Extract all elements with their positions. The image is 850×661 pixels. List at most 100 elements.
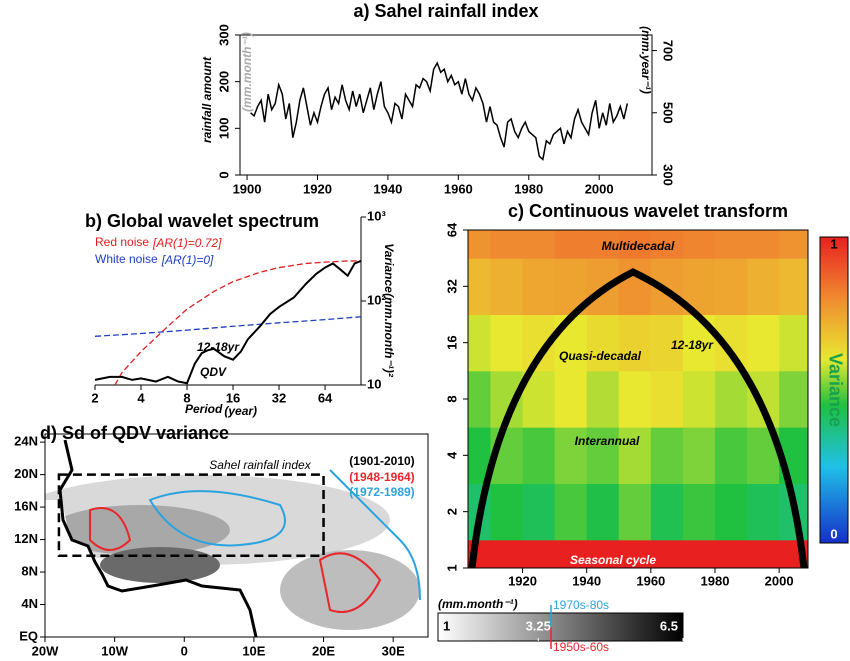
y2-tick-label: 700 — [661, 40, 676, 62]
x-axis-unit: (year) — [224, 404, 257, 418]
legend-note: [AR(1)=0.72] — [152, 236, 222, 250]
heatmap-cell — [618, 539, 652, 568]
x-tick-label: 20E — [312, 643, 335, 658]
heatmap-cell — [522, 427, 556, 484]
heatmap — [468, 230, 808, 568]
heatmap-cell — [650, 314, 684, 372]
annotation: 12-18yr — [671, 338, 714, 352]
heatmap-cell — [779, 370, 808, 428]
colorbar-tick-label: 3.25 — [526, 618, 551, 633]
heatmap-cell — [586, 483, 620, 541]
heatmap-cell — [468, 370, 491, 428]
x-tick-label: 10W — [101, 643, 128, 658]
heatmap-cell — [468, 427, 491, 484]
box-label: Sahel rainfall index — [209, 458, 311, 472]
heatmap-cell — [682, 427, 716, 484]
x-tick-label: 8 — [183, 390, 190, 405]
series-line — [250, 61, 629, 161]
heatmap-cell — [714, 370, 748, 428]
chart-title: a) Sahel rainfall index — [353, 1, 538, 21]
heatmap-cell — [522, 483, 556, 541]
heatmap-cell — [586, 370, 620, 428]
heatmap-cell — [490, 258, 524, 315]
y2-tick-label: 300 — [661, 164, 676, 186]
heatmap-cell — [714, 539, 748, 568]
heatmap-cell — [779, 230, 808, 259]
y-tick-label: 0 — [216, 171, 231, 178]
colorbar — [819, 236, 849, 544]
colorbar — [437, 612, 684, 642]
heatmap-cell — [747, 539, 780, 568]
y-axis-unit: (mm.month⁻¹)² — [382, 293, 396, 378]
series-line — [94, 316, 362, 337]
heatmap-cell — [490, 483, 524, 541]
y-tick-label: 32 — [444, 279, 459, 293]
colorbar-tick-label: 1 — [830, 236, 837, 251]
legend-label: (1972-1989) — [349, 485, 414, 499]
y-tick-label: 12N — [14, 531, 38, 546]
heatmap-cell — [747, 230, 780, 259]
heatmap-cell — [554, 370, 588, 428]
heatmap-cell — [586, 314, 620, 372]
colorbar-tick-label: 0 — [830, 526, 837, 541]
colorbar-marker-label: 1970s-80s — [553, 598, 609, 612]
x-tick-label: 1920 — [508, 573, 537, 588]
x-tick-label: 2000 — [765, 573, 794, 588]
heatmap-cell — [650, 230, 684, 259]
colorbar-tick-label: 1 — [443, 618, 450, 633]
heatmap-cell — [618, 427, 652, 484]
cone-of-influence — [468, 268, 808, 569]
heatmap-cell — [714, 258, 748, 315]
heatmap-cell — [747, 483, 780, 541]
annotation: Interannual — [575, 434, 640, 448]
map-shading — [45, 469, 421, 637]
y-tick-label: EQ — [19, 628, 38, 643]
x-tick-label: 1900 — [233, 181, 262, 196]
heatmap-cell — [747, 314, 780, 372]
x-axis-label: Period — [185, 402, 223, 416]
legend-label: White noise — [95, 252, 158, 266]
y-tick-label: 64 — [444, 222, 459, 237]
coastline — [58, 439, 258, 638]
heatmap-cell — [522, 539, 556, 568]
x-tick-label: 20W — [32, 643, 59, 658]
x-tick-label: 2 — [91, 390, 98, 405]
series-line — [114, 260, 361, 386]
x-tick-label: 32 — [272, 390, 286, 405]
series-line — [94, 259, 362, 385]
y-tick-label: 20N — [14, 466, 38, 481]
heatmap-cell — [682, 539, 716, 568]
x-tick-label: 64 — [318, 390, 333, 405]
heatmap-cell — [650, 539, 684, 568]
heatmap-cell — [747, 258, 780, 315]
x-tick-label: 1920 — [303, 181, 332, 196]
colorbar-label: Variance — [825, 353, 845, 427]
heatmap-cell — [650, 427, 684, 484]
y-axis-label: rainfall amount — [200, 56, 214, 143]
heatmap-cell — [650, 370, 684, 428]
heatmap-cell — [618, 258, 652, 315]
annotation: Seasonal cycle — [570, 553, 656, 567]
y-tick-label: 4N — [21, 596, 38, 611]
y-tick-label: 8 — [444, 395, 459, 402]
heatmap-cell — [522, 258, 556, 315]
heatmap-cell — [468, 258, 491, 315]
annotation: Multidecadal — [602, 239, 675, 253]
x-tick-label: 1980 — [701, 573, 730, 588]
y-tick-label: 100 — [216, 117, 231, 139]
y-tick-label: 200 — [216, 71, 231, 93]
x-tick-label: 2000 — [585, 181, 614, 196]
heatmap-cell — [554, 427, 588, 484]
heatmap-cell — [554, 230, 588, 259]
chart-title: c) Continuous wavelet transform — [508, 201, 788, 221]
heatmap-cell — [586, 230, 620, 259]
y-tick-label: 4 — [444, 451, 459, 459]
y-tick-label: 2 — [444, 508, 459, 515]
y-axis-unit: (mm.month⁻¹) — [240, 32, 254, 112]
legend-note: [AR(1)=0] — [161, 253, 214, 267]
legend-label: Red noise — [95, 235, 149, 249]
heatmap-cell — [554, 483, 588, 541]
annotation: QDV — [200, 365, 227, 379]
y-tick-label: 16N — [14, 499, 38, 514]
